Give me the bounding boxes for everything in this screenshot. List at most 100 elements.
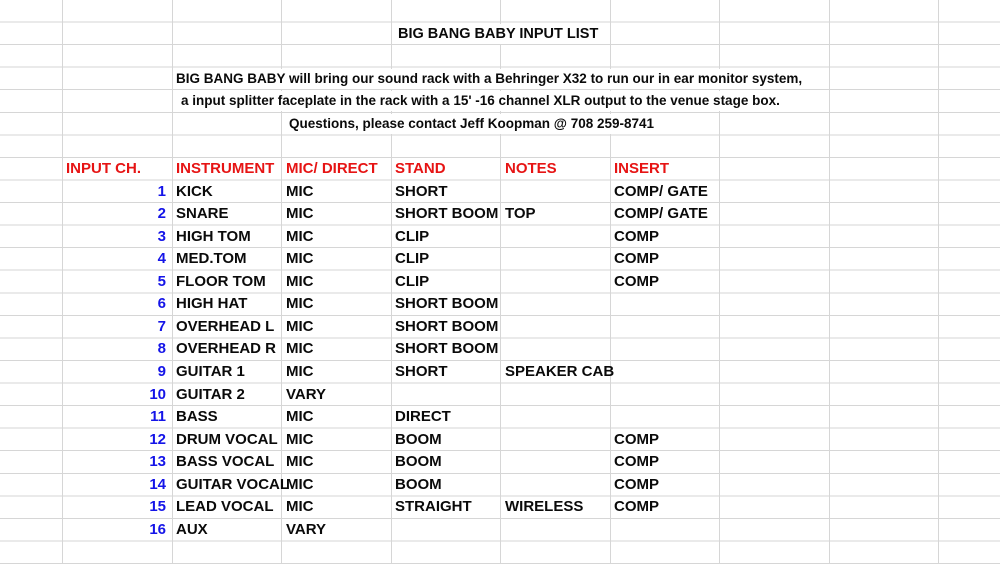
table-row: 5 FLOOR TOM MIC CLIP COMP xyxy=(0,271,1000,294)
cell-mic-direct[interactable]: MIC xyxy=(286,498,314,516)
table-row: 12 DRUM VOCAL MIC BOOM COMP xyxy=(0,429,1000,452)
cell-stand[interactable]: SHORT BOOM xyxy=(395,295,499,313)
cell-channel-number[interactable]: 7 xyxy=(157,317,166,335)
cell-insert[interactable]: COMP xyxy=(614,250,659,268)
column-header-stand[interactable]: STAND xyxy=(395,159,446,177)
column-header-mic-direct[interactable]: MIC/ DIRECT xyxy=(286,159,378,177)
cell-channel-number[interactable]: 9 xyxy=(157,363,166,380)
cell-stand[interactable]: BOOM xyxy=(395,475,442,493)
table-row: 10 GUITAR 2 VARY xyxy=(0,384,1000,407)
cell-stand[interactable]: CLIP xyxy=(395,250,430,268)
cell-insert[interactable]: COMP xyxy=(614,227,659,245)
cell-instrument[interactable]: MED.TOM xyxy=(176,250,247,268)
cell-instrument[interactable]: BASS xyxy=(176,408,218,426)
cell-instrument[interactable]: LEAD VOCAL xyxy=(176,498,274,516)
cell-stand[interactable]: SHORT xyxy=(395,363,448,380)
cell-mic-direct[interactable]: MIC xyxy=(286,453,314,471)
cell-instrument[interactable]: OVERHEAD R xyxy=(176,340,277,358)
cell-channel-number[interactable]: 13 xyxy=(149,453,166,471)
cell-stand[interactable]: CLIP xyxy=(395,227,430,245)
cell-instrument[interactable]: AUX xyxy=(176,520,208,538)
cell-instrument[interactable]: BASS VOCAL xyxy=(176,453,275,471)
cell-notes[interactable]: WIRELESS xyxy=(505,498,584,516)
note-line-3-cell[interactable]: Questions, please contact Jeff Koopman @… xyxy=(287,113,657,134)
table-row: 6 HIGH HAT MIC SHORT BOOM xyxy=(0,293,1000,316)
cell-channel-number[interactable]: 16 xyxy=(149,520,166,538)
cell-mic-direct[interactable]: MIC xyxy=(286,430,314,448)
cell-mic-direct[interactable]: MIC xyxy=(286,272,314,290)
cell-instrument[interactable]: KICK xyxy=(176,182,213,200)
cell-insert[interactable]: COMP xyxy=(614,498,659,516)
cell-stand[interactable]: SHORT BOOM xyxy=(395,317,499,335)
cell-channel-number[interactable]: 8 xyxy=(157,340,166,358)
cell-stand[interactable]: CLIP xyxy=(395,272,430,290)
cell-mic-direct[interactable]: MIC xyxy=(286,475,314,493)
table-row: 13 BASS VOCAL MIC BOOM COMP xyxy=(0,451,1000,474)
note-row: Questions, please contact Jeff Koopman @… xyxy=(0,113,1000,136)
cell-channel-number[interactable]: 11 xyxy=(150,408,166,426)
cell-insert[interactable]: COMP xyxy=(614,272,659,290)
note-row: a input splitter faceplate in the rack w… xyxy=(0,90,1000,113)
cell-stand[interactable]: STRAIGHT xyxy=(395,498,472,516)
cell-instrument[interactable]: FLOOR TOM xyxy=(176,272,266,290)
cell-mic-direct[interactable]: MIC xyxy=(286,227,314,245)
cell-mic-direct[interactable]: MIC xyxy=(286,363,314,380)
cell-notes[interactable]: TOP xyxy=(505,205,536,222)
cell-insert[interactable]: COMP xyxy=(614,475,659,493)
cell-stand[interactable]: SHORT xyxy=(395,182,448,200)
cell-channel-number[interactable]: 14 xyxy=(149,475,166,493)
column-header-input-ch[interactable]: INPUT CH. xyxy=(66,159,141,177)
cell-instrument[interactable]: GUITAR 1 xyxy=(176,363,245,380)
cell-insert[interactable]: COMP xyxy=(614,430,659,448)
cell-mic-direct[interactable]: MIC xyxy=(286,250,314,268)
cell-mic-direct[interactable]: MIC xyxy=(286,182,314,200)
cell-instrument[interactable]: HIGH TOM xyxy=(176,227,251,245)
note-row: BIG BANG BABY will bring our sound rack … xyxy=(0,68,1000,91)
cell-instrument[interactable]: GUITAR VOCAL xyxy=(176,475,290,493)
cell-instrument[interactable]: HIGH HAT xyxy=(176,295,248,313)
table-row: 4 MED.TOM MIC CLIP COMP xyxy=(0,248,1000,271)
cell-channel-number[interactable]: 4 xyxy=(157,250,166,268)
cell-mic-direct[interactable]: MIC xyxy=(286,205,314,222)
note-line-2-cell[interactable]: a input splitter faceplate in the rack w… xyxy=(179,91,782,112)
cell-mic-direct[interactable]: MIC xyxy=(286,317,314,335)
cell-channel-number[interactable]: 3 xyxy=(157,227,166,245)
cell-stand[interactable]: DIRECT xyxy=(395,408,451,426)
cell-channel-number[interactable]: 2 xyxy=(157,205,166,222)
cell-insert[interactable]: COMP xyxy=(614,453,659,471)
cell-stand[interactable]: SHORT BOOM xyxy=(395,205,499,222)
cell-instrument[interactable]: OVERHEAD L xyxy=(176,317,275,335)
cell-channel-number[interactable]: 1 xyxy=(157,182,166,200)
cell-mic-direct[interactable]: MIC xyxy=(286,340,314,358)
cell-channel-number[interactable]: 6 xyxy=(157,295,166,313)
column-header-instrument[interactable]: INSTRUMENT xyxy=(176,159,275,177)
cell-channel-number[interactable]: 15 xyxy=(149,498,166,516)
table-row: 2 SNARE MIC SHORT BOOM TOP COMP/ GATE xyxy=(0,203,1000,226)
column-header-insert[interactable]: INSERT xyxy=(614,159,670,177)
table-row: 3 HIGH TOM MIC CLIP COMP xyxy=(0,226,1000,249)
cell-insert[interactable]: COMP/ GATE xyxy=(614,205,708,222)
sheet-title-cell[interactable]: BIG BANG BABY INPUT LIST xyxy=(396,23,601,44)
cell-mic-direct[interactable]: VARY xyxy=(286,385,327,403)
cell-insert[interactable]: COMP/ GATE xyxy=(614,182,708,200)
cell-instrument[interactable]: DRUM VOCAL xyxy=(176,430,278,448)
cell-mic-direct[interactable]: MIC xyxy=(286,295,314,313)
cell-mic-direct[interactable]: MIC xyxy=(286,408,314,426)
cell-channel-number[interactable]: 5 xyxy=(157,272,166,290)
cell-instrument[interactable]: SNARE xyxy=(176,205,229,222)
table-row: 1 KICK MIC SHORT COMP/ GATE xyxy=(0,181,1000,204)
note-line-1-cell[interactable]: BIG BANG BABY will bring our sound rack … xyxy=(174,68,805,89)
cell-stand[interactable]: SHORT BOOM xyxy=(395,340,499,358)
cell-channel-number[interactable]: 10 xyxy=(149,385,166,403)
cell-stand[interactable]: BOOM xyxy=(395,453,442,471)
cell-channel-number[interactable]: 12 xyxy=(149,430,166,448)
column-header-notes[interactable]: NOTES xyxy=(505,159,557,177)
table-row: 14 GUITAR VOCAL MIC BOOM COMP xyxy=(0,474,1000,497)
table-row: 7 OVERHEAD L MIC SHORT BOOM xyxy=(0,316,1000,339)
cell-notes[interactable]: SPEAKER CAB xyxy=(505,363,615,380)
table-row: 11 BASS MIC DIRECT xyxy=(0,406,1000,429)
cell-instrument[interactable]: GUITAR 2 xyxy=(176,385,245,403)
cell-mic-direct[interactable]: VARY xyxy=(286,520,327,538)
table-row: 16 AUX VARY xyxy=(0,519,1000,542)
cell-stand[interactable]: BOOM xyxy=(395,430,442,448)
